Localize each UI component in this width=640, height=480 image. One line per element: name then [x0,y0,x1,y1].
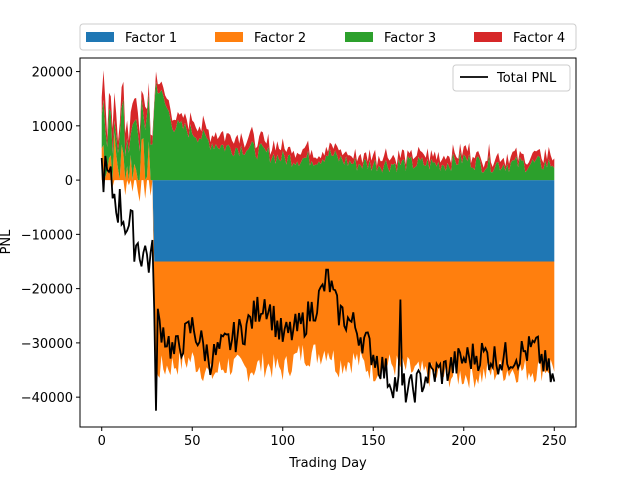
y-tick-label: 0 [65,174,73,189]
total-pnl-legend: Total PNL [452,64,571,92]
plot-frame [79,57,577,428]
x-tick-label: 200 [451,434,476,449]
y-tick-label: 10000 [32,120,73,135]
legend-swatch-factor-2 [215,32,243,42]
total-pnl-legend-frame [452,64,571,92]
total-pnl-line-group [100,155,556,411]
y-tick-label: −10000 [21,228,73,243]
area-factor-4 [101,70,555,173]
legend-swatch-factor-4 [474,32,502,42]
factor-legend: Factor 1 Factor 2 Factor 3 Factor 4 [79,23,577,51]
legend-label-factor-1: Factor 1 [125,31,177,46]
y-tick-label: −40000 [21,391,73,406]
area-factor-3 [101,81,555,181]
y-axis: −40000 −30000 −20000 −10000 0 10000 20000 [21,66,80,406]
y-tick-label: −20000 [21,283,73,298]
legend-label-factor-3: Factor 3 [384,31,436,46]
stacked-areas [101,70,555,389]
area-factor-2 [101,132,555,389]
y-axis-label: PNL [0,229,14,255]
x-tick-label: 250 [542,434,567,449]
factor-legend-frame [79,23,577,51]
x-tick-label: 100 [270,434,295,449]
total-pnl-line [100,155,556,411]
legend-swatch-factor-1 [86,32,114,42]
x-tick-label: 0 [98,434,106,449]
y-tick-label: 20000 [32,66,73,81]
legend-label-total-pnl: Total PNL [496,71,557,86]
x-tick-label: 50 [184,434,201,449]
x-axis: 0 50 100 150 200 250 [98,427,567,449]
legend-swatch-factor-3 [345,32,373,42]
x-axis-label: Trading Day [288,456,367,471]
legend-label-factor-2: Factor 2 [254,31,306,46]
area-factor-1 [101,180,555,262]
x-tick-label: 150 [361,434,386,449]
y-tick-label: −30000 [21,337,73,352]
legend-label-factor-4: Factor 4 [513,31,565,46]
